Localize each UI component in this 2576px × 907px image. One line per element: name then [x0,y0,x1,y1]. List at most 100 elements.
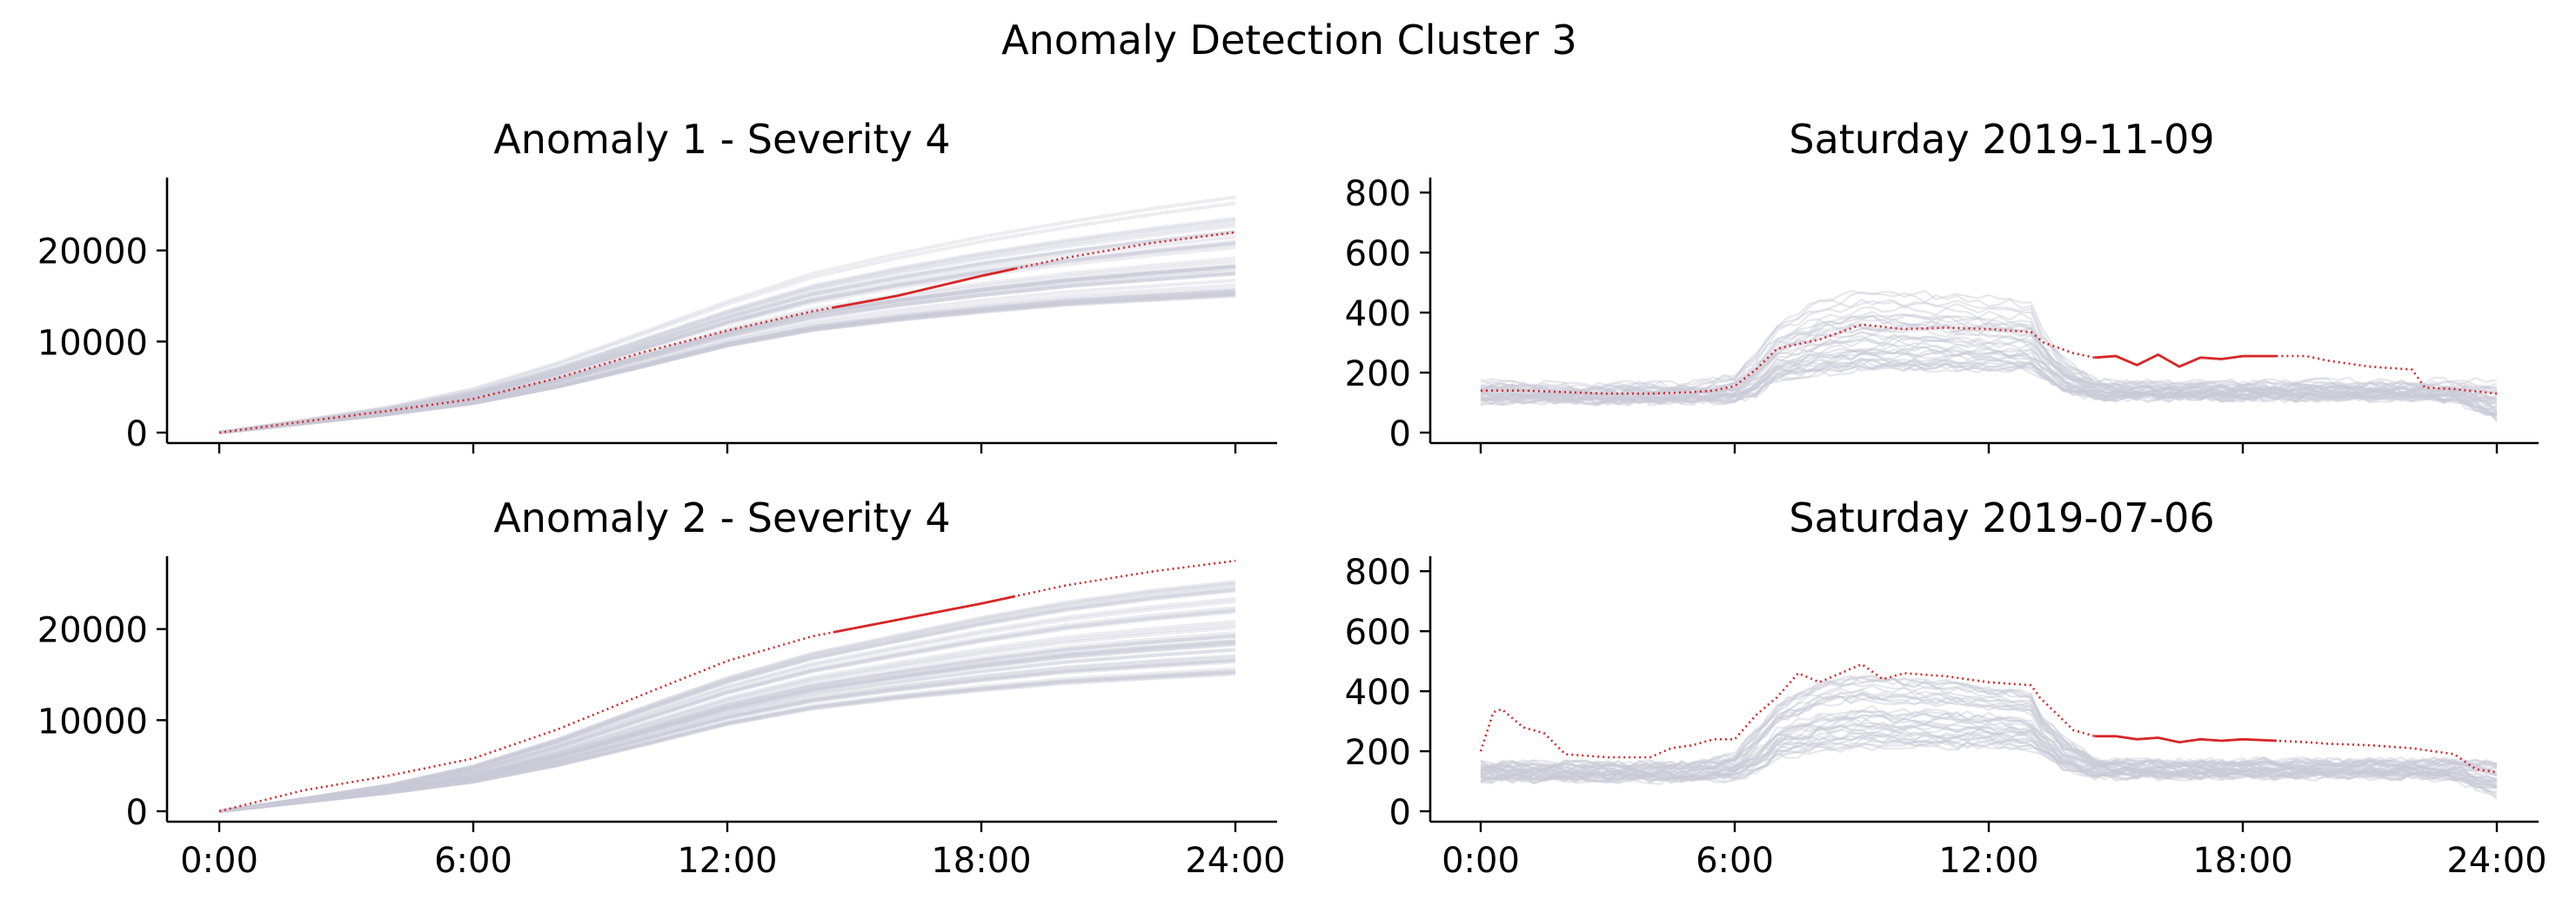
background-series-line [1480,318,2498,397]
x-tick-label: 6:00 [1696,841,1774,881]
background-series-line [1481,675,2498,770]
background-series-line [1480,691,2498,776]
background-series-line [1480,364,2498,417]
x-tick-label: 18:00 [2192,841,2292,881]
y-tick-label: 800 [1345,174,1411,214]
y-tick-label: 0 [126,414,148,454]
background-series-line [218,224,1236,434]
subplot-saturday-2019-11-09: Saturday 2019-11-09 0 200 400 600 800 [1345,116,2539,454]
background-series-line [1480,709,2498,782]
background-series-line [1480,690,2498,773]
background-series-line [1480,730,2498,789]
background-series-line [1480,685,2498,773]
background-series-line [218,291,1236,434]
anomaly-series-highlight [2094,735,2277,744]
background-series-line [1480,694,2498,776]
background-series-line [218,655,1236,813]
background-series-line [1480,333,2498,405]
background-series-line [1480,740,2498,795]
background-series-line [218,264,1236,434]
background-series-line [1480,677,2498,771]
background-series-line [1480,732,2498,791]
background-series-line [1480,361,2498,416]
background-series-line [1480,357,2498,420]
y-tick-label: 200 [1345,354,1411,394]
background-series-line [1480,722,2498,783]
background-series-line [218,600,1236,813]
background-series-line [218,668,1236,813]
background-series-line [1480,704,2498,777]
background-series-line [218,587,1236,813]
anomaly-series-dotted [1481,323,2498,395]
y-tick-label: 10000 [37,323,148,363]
background-series-line [1480,336,2498,406]
background-series-line [1480,345,2498,413]
background-series-line [1480,693,2498,776]
background-series-line [218,231,1236,434]
background-series-line [218,581,1236,813]
background-series-line [218,648,1236,813]
y-tick-label: 800 [1345,553,1411,593]
x-tick-label: 24:00 [2446,841,2546,881]
background-series-line [1480,719,2498,789]
background-series-line [1480,327,2498,401]
anomaly-series-dotted [218,559,1236,813]
background-series-line [1480,710,2498,780]
background-series-line [218,283,1236,434]
background-series-group [218,580,1236,813]
background-series-line [1480,346,2498,413]
subplot-2-plot: 0 200 400 600 800 [1345,174,2539,454]
background-series-line [218,596,1236,813]
subplot-4-title: Saturday 2019-07-06 [1789,494,2214,541]
background-series-line [1480,736,2498,793]
background-series-line [1480,314,2498,396]
background-series-line [218,242,1236,434]
x-tick-label: 6:00 [434,841,512,881]
background-series-line [218,289,1236,434]
background-series-line [218,660,1236,813]
background-series-line [218,269,1236,434]
background-series-line [1480,351,2498,416]
y-tick-label: 200 [1345,733,1411,773]
background-series-line [218,239,1236,434]
background-series-line [1480,738,2498,798]
anomaly-series-highlight [2094,353,2277,368]
background-series-line [1480,722,2498,789]
background-series-line [218,641,1236,813]
background-series-line [1480,675,2498,769]
background-series-line [218,259,1236,434]
subplot-3-title: Anomaly 2 - Severity 4 [493,494,950,541]
background-series-line [218,272,1236,434]
background-series-line [218,608,1236,813]
anomaly-series-highlight [833,267,1016,309]
background-series-line [1480,674,2498,770]
background-series-line [218,195,1236,434]
background-series-line [1480,331,2498,404]
background-series-line [218,265,1236,434]
subplot-1-plot: 0 10000 20000 [37,178,1277,454]
background-series-line [1480,313,2498,397]
background-series-line [218,672,1236,813]
background-series-line [1480,682,2498,772]
background-series-line [1480,333,2498,404]
y-tick-label: 600 [1345,234,1411,274]
background-series-line [1480,675,2498,770]
background-series-line [1480,357,2498,416]
background-series-line [218,245,1236,434]
background-series-line [218,218,1236,434]
background-series-line [218,658,1236,813]
subplot-1-title: Anomaly 1 - Severity 4 [493,116,950,163]
background-series-line [218,634,1236,813]
background-series-line [1480,728,2498,787]
subplot-saturday-2019-07-06: Saturday 2019-07-06 0 200 400 600 800 0:00 6:0… [1345,494,2547,881]
background-series-line [1480,324,2498,401]
background-series-line [218,622,1236,813]
background-series-line [1480,319,2498,399]
background-series-line [218,648,1236,813]
y-tick-label: 0 [1389,414,1411,454]
background-series-line [218,292,1236,434]
background-series-line [218,631,1236,813]
background-series-line [1480,291,2498,391]
